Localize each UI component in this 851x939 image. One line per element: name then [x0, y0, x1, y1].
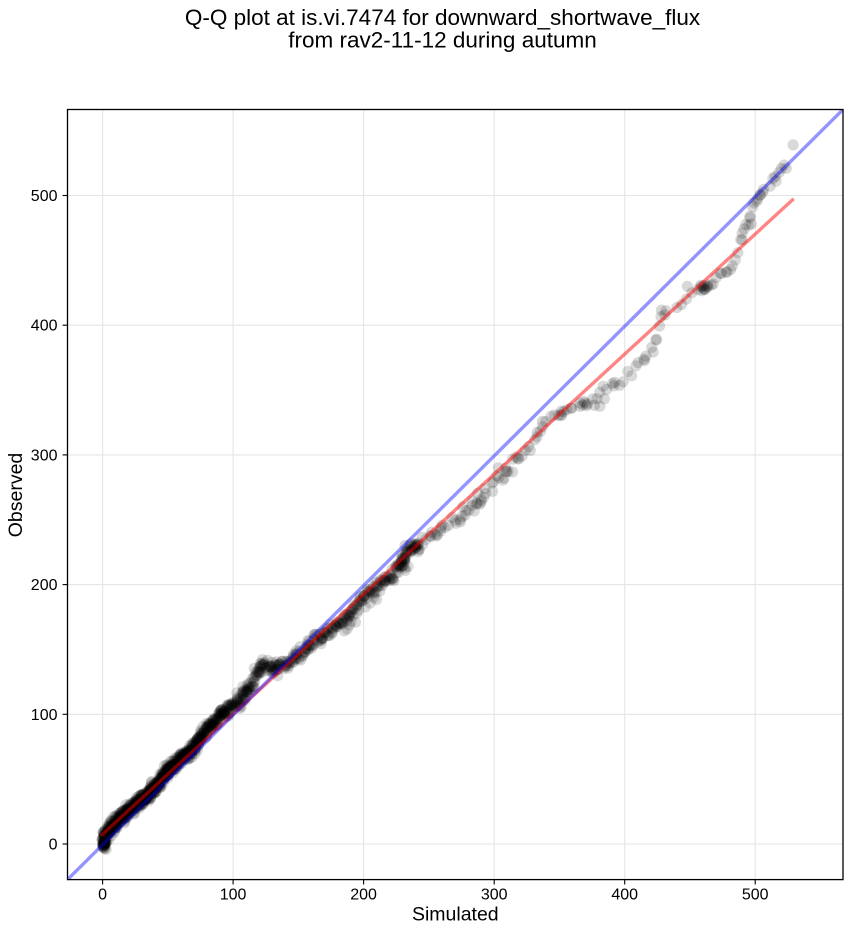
svg-text:300: 300 [481, 887, 508, 904]
svg-text:500: 500 [31, 188, 58, 205]
svg-text:100: 100 [220, 887, 247, 904]
svg-text:100: 100 [31, 707, 58, 724]
svg-text:from rav2-11-12 during autumn: from rav2-11-12 during autumn [288, 28, 597, 53]
svg-text:Observed: Observed [5, 453, 27, 538]
svg-text:400: 400 [611, 887, 638, 904]
svg-text:0: 0 [49, 837, 58, 854]
svg-text:200: 200 [350, 887, 377, 904]
svg-text:Q-Q plot at is.vi.7474 for dow: Q-Q plot at is.vi.7474 for downward_shor… [185, 5, 701, 30]
svg-text:400: 400 [31, 318, 58, 335]
svg-text:200: 200 [31, 577, 58, 594]
svg-text:0: 0 [98, 887, 107, 904]
svg-text:500: 500 [742, 887, 769, 904]
svg-text:300: 300 [31, 447, 58, 464]
svg-text:Simulated: Simulated [412, 904, 499, 926]
